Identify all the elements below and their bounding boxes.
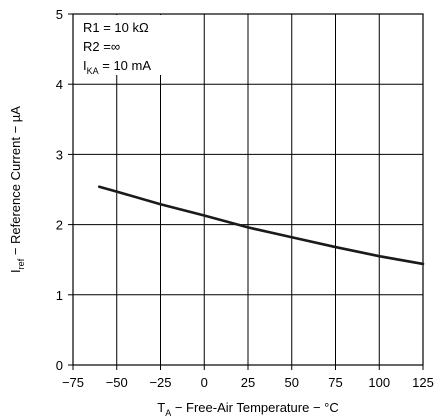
y-tick-label: 4 bbox=[56, 77, 63, 92]
x-tick-label: 100 bbox=[368, 375, 390, 390]
annotation-label: IKA = 10 mA bbox=[83, 58, 151, 76]
x-tick-label: −50 bbox=[106, 375, 128, 390]
y-tick-label: 5 bbox=[56, 7, 63, 22]
legend-box bbox=[74, 15, 181, 75]
x-tick-label: −75 bbox=[62, 375, 84, 390]
y-tick-label: 1 bbox=[56, 288, 63, 303]
x-tick-label: 50 bbox=[285, 375, 299, 390]
y-tick-label: 0 bbox=[56, 358, 63, 373]
x-axis-title: TA − Free-Air Temperature − °C bbox=[157, 400, 339, 418]
series-line bbox=[97, 185, 425, 266]
annotation-label: R1 = 10 kΩ bbox=[83, 20, 149, 35]
x-tick-label: 75 bbox=[328, 375, 342, 390]
x-tick-label: 25 bbox=[241, 375, 255, 390]
plot-area: −75 −50 −25 0 25 50 75 100 125 0 1 2 3 4 5 R1 = 10 kΩ R2… bbox=[8, 7, 434, 418]
annotation-label: R2 =∞ bbox=[83, 39, 120, 54]
y-tick-label: 2 bbox=[56, 218, 63, 233]
x-tick-label: 125 bbox=[412, 375, 434, 390]
y-axis-title: Iref − Reference Current − µA bbox=[8, 106, 26, 273]
x-tick-label: 0 bbox=[201, 375, 208, 390]
y-tick-label: 3 bbox=[56, 147, 63, 162]
x-tick-label: −25 bbox=[149, 375, 171, 390]
